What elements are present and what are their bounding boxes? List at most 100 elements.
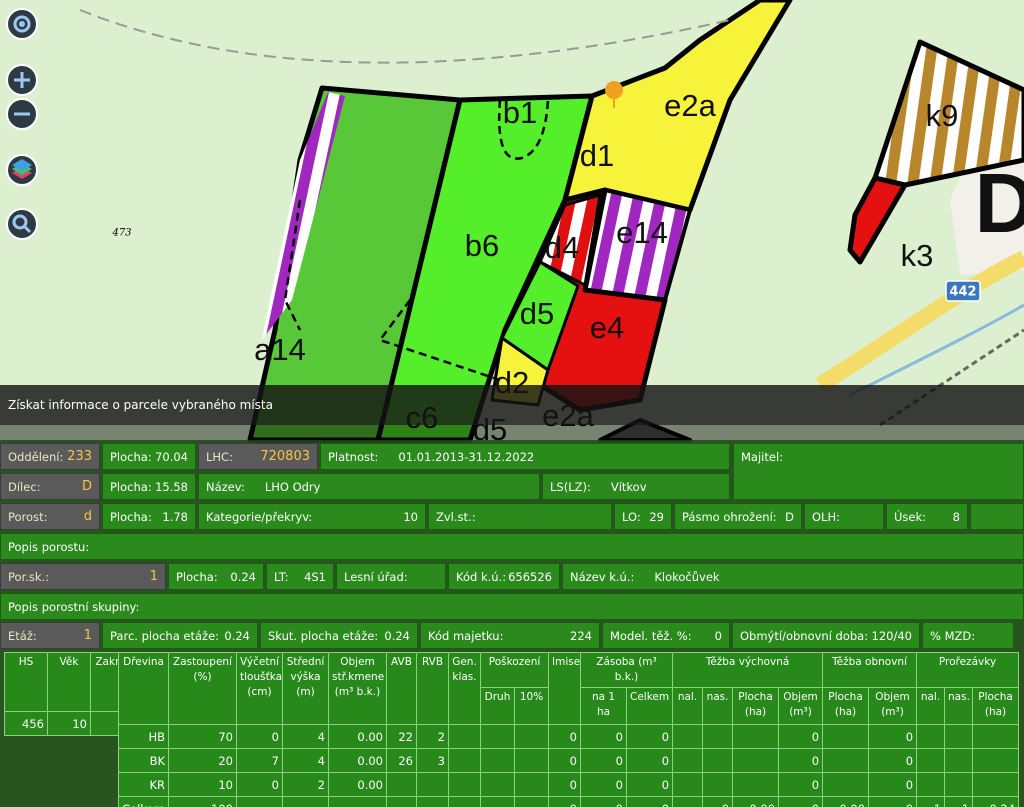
field-label: Název k.ú.: <box>570 569 635 584</box>
table-cell: 0 <box>236 724 283 749</box>
control-icon <box>14 72 30 88</box>
table-cell: 7 <box>236 748 283 773</box>
field-label: Por.sk.: <box>8 569 50 584</box>
field-label: Skut. plocha etáže: <box>268 628 379 643</box>
field-label: LO: <box>622 509 641 524</box>
field-label: Plocha: <box>110 509 152 524</box>
field-value: 8 <box>952 509 960 524</box>
table-cell: 26 <box>386 748 417 773</box>
parcel <box>538 193 602 287</box>
table-header-row: Druh 10% na 1 ha Celkem nal. nas. Plocha (ha) O… <box>119 687 1020 725</box>
table-cell <box>916 748 946 773</box>
field-label: Parc. plocha etáže: <box>110 628 220 643</box>
field-value: d <box>83 509 92 524</box>
info-field: LO: 29 <box>614 503 672 530</box>
field-label: Popis porostní skupiny: <box>8 599 140 614</box>
info-field: LHC: 720803 <box>198 443 318 470</box>
header-cell: HS <box>4 652 48 712</box>
header-cell: na 1 ha <box>580 687 627 725</box>
table-cell <box>822 748 870 773</box>
poi-marker <box>605 81 623 108</box>
boundary-line <box>283 199 501 382</box>
field-label: Název: <box>206 479 245 494</box>
header-cell: Věk <box>47 652 91 712</box>
field-value: 70.04 <box>155 449 188 464</box>
parcel-label: e4 <box>590 310 624 345</box>
parcel-label: d5 <box>520 296 554 331</box>
table-cell <box>672 748 704 773</box>
table-cell: 10 <box>168 772 237 797</box>
parcel-label: k9 <box>926 98 959 133</box>
info-field: Kategorie/překryv: 10 <box>198 503 426 530</box>
parcel-label: e14 <box>616 215 668 250</box>
info-field: Skut. plocha etáže: 0.24 <box>260 622 418 649</box>
field-value: 10 <box>403 509 418 524</box>
parcel <box>872 39 1024 188</box>
table-cell: 0.00 <box>328 748 387 773</box>
header-cell: Plocha (ha) <box>822 687 870 725</box>
field-label: Pásmo ohrožení: <box>682 509 777 524</box>
table-cell: 0 <box>580 724 627 749</box>
table-cell <box>944 772 974 797</box>
info-field: Dílec: D <box>0 473 100 500</box>
field-value: LHO Odry <box>264 479 321 494</box>
table-row: BK 20 7 4 0.00 26 3 0 0 0 0 0 <box>118 748 1020 773</box>
table-cell <box>480 748 515 773</box>
header-cell: Druh <box>480 687 515 725</box>
field-label: LT: <box>274 569 289 584</box>
field-value: D <box>785 509 794 524</box>
table-cell: 0 <box>868 724 918 749</box>
header-cell: Objem stř.kmene (m³ b.k.) <box>328 652 387 725</box>
table-row: 456109 <box>4 711 134 736</box>
parcel-label: a14 <box>254 332 306 367</box>
parcel-label: e2a <box>664 88 716 123</box>
table-cell: 0 <box>548 748 581 773</box>
table-cell: Celkem: <box>118 796 169 807</box>
road-badge <box>945 280 981 302</box>
info-bar[interactable]: Získat informace o parcele vybraného mís… <box>0 385 1024 425</box>
field-label: Kód k.ú.: <box>456 569 507 584</box>
field-value: 29 <box>649 509 664 524</box>
field-label: Popis porostu: <box>8 539 90 554</box>
field-value: 224 <box>570 628 592 643</box>
table-cell <box>672 724 704 749</box>
table-cell: BK <box>118 748 169 773</box>
table-cell: 4 <box>282 724 329 749</box>
field-value: D <box>81 479 92 494</box>
table-cell: 100 <box>168 796 237 807</box>
table-row: KR 10 0 2 0.00 0 0 0 0 0 <box>118 772 1020 797</box>
table-cell: 0 <box>580 796 627 807</box>
table-cell <box>672 772 704 797</box>
info-field: Zvl.st.: <box>428 503 612 530</box>
field-label: Obmýtí/obnovní doba: <box>740 628 869 643</box>
table-cell: KR <box>118 772 169 797</box>
map-control[interactable] <box>6 208 38 240</box>
field-value: 1 <box>149 569 158 584</box>
info-field: Kód majetku: 224 <box>420 622 600 649</box>
table-cell: 0 <box>580 772 627 797</box>
table-cell: 0.00 <box>732 796 780 807</box>
boundary-line <box>79 9 731 64</box>
table-cell <box>732 748 780 773</box>
table-cell <box>480 796 515 807</box>
parcel <box>262 92 345 340</box>
info-field: Plocha: 1.78 <box>102 503 196 530</box>
table-row: HB 70 0 4 0.00 22 2 0 0 0 0 0 <box>118 724 1020 749</box>
field-value: 4S1 <box>304 569 326 584</box>
table-cell <box>732 772 780 797</box>
table-cell: 0 <box>868 796 918 807</box>
table-cell <box>702 772 734 797</box>
table-cell: 22 <box>386 724 417 749</box>
control-icon <box>13 15 31 33</box>
info-field: LS(LZ): Vítkov <box>542 473 730 500</box>
info-field: Plocha: 70.04 <box>102 443 196 470</box>
header-cell: Imise <box>548 652 581 725</box>
info-field: Platnost: 01.01.2013-31.12.2022 <box>320 443 730 470</box>
field-label: Plocha: <box>110 479 152 494</box>
table-cell: 0 <box>625 796 674 807</box>
table-header-row: HS Věk Zakm. <box>4 652 134 712</box>
table-cell: 1 <box>916 796 946 807</box>
